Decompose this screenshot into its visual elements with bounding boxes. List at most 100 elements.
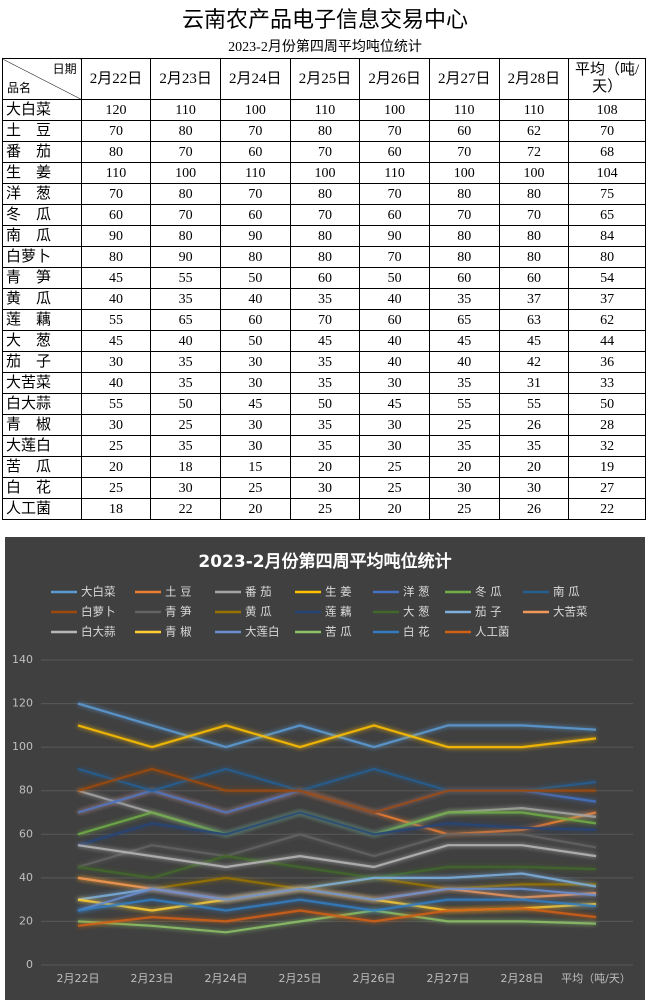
cell: 30 (150, 477, 221, 499)
y-tick-label: 120 (12, 697, 33, 710)
x-tick-label: 2月27日 (427, 972, 470, 985)
cell: 36 (568, 351, 646, 373)
cell: 70 (219, 120, 291, 142)
legend-label: 土 豆 (165, 585, 192, 599)
cell: 26 (498, 414, 570, 436)
row-name: 苦 瓜 (2, 456, 82, 478)
cell: 35 (428, 288, 500, 310)
row-name: 番 茄 (2, 141, 82, 163)
cell: 55 (150, 267, 221, 289)
cell: 18 (150, 456, 221, 478)
legend-label: 黄 瓜 (245, 605, 272, 619)
cell: 68 (568, 141, 646, 163)
cell: 90 (219, 225, 291, 247)
row-name: 白大蒜 (2, 393, 82, 415)
cell: 70 (289, 141, 361, 163)
cell: 70 (359, 183, 430, 205)
cell: 70 (289, 309, 361, 331)
cell: 40 (428, 351, 500, 373)
x-tick-label: 2月25日 (279, 972, 322, 985)
cell: 19 (568, 456, 646, 478)
cell: 84 (568, 225, 646, 247)
chart-title: 2023-2月份第四周平均吨位统计 (198, 551, 451, 572)
x-tick-label: 2月28日 (501, 972, 544, 985)
cell: 60 (428, 267, 500, 289)
cell: 15 (219, 456, 291, 478)
cell: 40 (359, 351, 430, 373)
cell: 35 (150, 351, 221, 373)
cell: 90 (80, 225, 152, 247)
cell: 70 (359, 246, 430, 268)
cell: 50 (568, 393, 646, 415)
cell: 25 (150, 414, 221, 436)
cell: 20 (80, 456, 152, 478)
cell: 100 (498, 162, 570, 184)
cell: 32 (568, 435, 646, 457)
cell: 110 (428, 99, 500, 121)
x-tick-label: 平均（吨/天） (561, 972, 631, 985)
cell: 42 (498, 351, 570, 373)
cell: 30 (498, 477, 570, 499)
chart: 2023-2月份第四周平均吨位统计 0 20 40 60 80 100 120 140 2月22… (5, 537, 645, 1000)
column-header: 平均（吨/天） (568, 58, 646, 100)
cell: 20 (428, 456, 500, 478)
cell: 60 (219, 309, 291, 331)
cell: 25 (359, 456, 430, 478)
x-tick-label: 2月23日 (131, 972, 174, 985)
cell: 70 (80, 120, 152, 142)
cell: 40 (80, 288, 152, 310)
row-name: 茄 子 (2, 351, 82, 373)
series-line (77, 855, 597, 879)
legend-label: 茄 子 (475, 605, 502, 619)
cell: 70 (219, 183, 291, 205)
cell: 100 (150, 162, 221, 184)
cell: 31 (498, 372, 570, 394)
cell: 35 (289, 435, 361, 457)
row-name: 人工菌 (2, 498, 82, 520)
cell: 25 (428, 498, 500, 520)
cell: 45 (219, 393, 291, 415)
cell: 60 (428, 120, 500, 142)
cell: 20 (219, 498, 291, 520)
cell: 110 (359, 162, 430, 184)
cell: 80 (428, 183, 500, 205)
cell: 40 (219, 288, 291, 310)
cell: 55 (80, 309, 152, 331)
column-header: 2月24日 (219, 58, 291, 100)
page-title: 云南农产品电子信息交易中心 (181, 7, 468, 32)
cell: 70 (428, 141, 500, 163)
cell: 100 (219, 99, 291, 121)
legend-label: 生 姜 (325, 585, 352, 599)
cell: 50 (219, 330, 291, 352)
cell: 40 (359, 288, 430, 310)
cell: 62 (568, 309, 646, 331)
cell: 80 (289, 183, 361, 205)
cell: 25 (289, 498, 361, 520)
legend-label: 青 笋 (165, 605, 192, 619)
cell: 108 (568, 99, 646, 121)
cell: 80 (498, 225, 570, 247)
cell: 65 (568, 204, 646, 226)
legend-label: 莲 藕 (325, 605, 352, 619)
cell: 35 (428, 435, 500, 457)
column-header: 2月23日 (150, 58, 221, 100)
cell: 30 (289, 477, 361, 499)
cell: 100 (428, 162, 500, 184)
cell: 35 (289, 288, 361, 310)
corner-bottom: 品名 (7, 81, 32, 95)
legend-label: 大莲白 (245, 625, 280, 639)
cell: 30 (219, 435, 291, 457)
cell: 110 (219, 162, 291, 184)
cell: 37 (568, 288, 646, 310)
cell: 35 (289, 414, 361, 436)
x-tick-label: 2月26日 (353, 972, 396, 985)
series-line (77, 907, 597, 927)
cell: 80 (498, 246, 570, 268)
cell: 110 (150, 99, 221, 121)
cell: 35 (498, 435, 570, 457)
cell: 20 (289, 456, 361, 478)
series-line (77, 811, 597, 847)
cell: 60 (359, 141, 430, 163)
cell: 50 (150, 393, 221, 415)
